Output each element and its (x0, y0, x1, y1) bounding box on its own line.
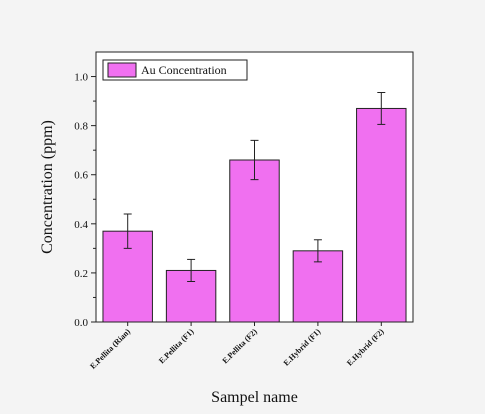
legend-box (102, 59, 248, 81)
y-tick-label: 0.8 (74, 121, 88, 133)
y-tick-label: 0.0 (74, 317, 88, 329)
legend-label: Au Concentration (141, 63, 227, 77)
bars-layer (102, 92, 407, 323)
bar (229, 159, 280, 323)
legend-swatch (107, 62, 137, 78)
y-tick-label: 0.4 (74, 219, 88, 231)
y-tick-label: 0.6 (74, 170, 88, 182)
bar (356, 107, 407, 323)
y-tick-label: 0.2 (74, 268, 88, 280)
x-axis-title: Sampel name (211, 389, 298, 406)
plot-frame (95, 51, 414, 323)
bar (292, 250, 344, 323)
y-axis-title: Concentration (ppm) (39, 120, 56, 254)
y-tick-label: 1.0 (74, 72, 88, 84)
legend: Au Concentration (102, 59, 248, 81)
